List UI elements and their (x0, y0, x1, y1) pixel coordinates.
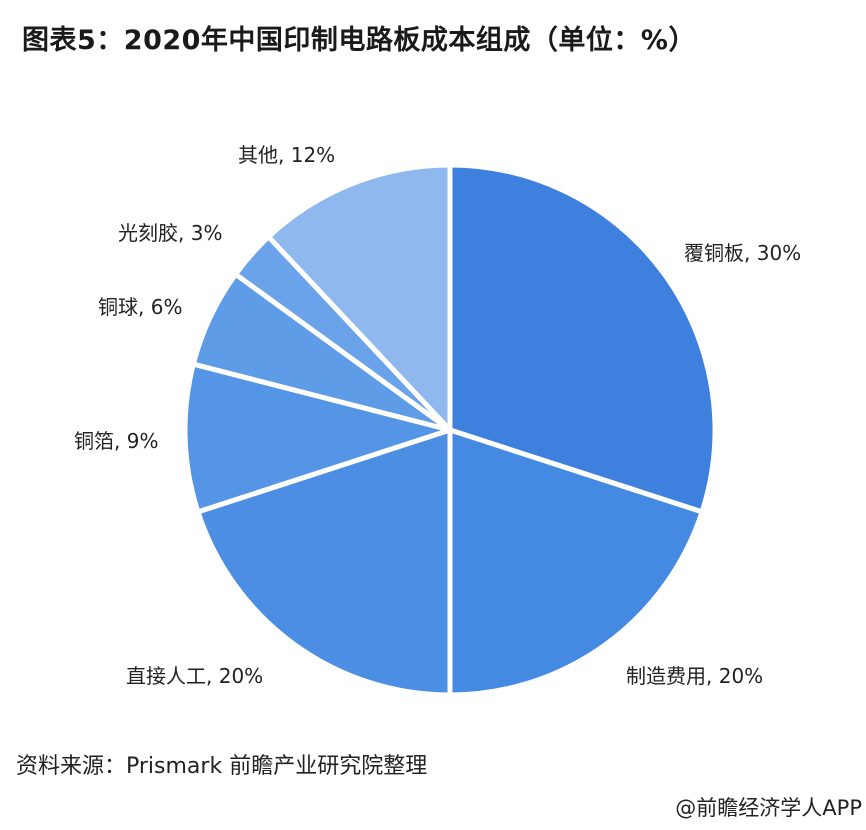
credit-note: @前瞻经济学人APP (675, 796, 862, 820)
pie-svg: 覆铜板, 30% 制造费用, 20% 直接人工, 20% 铜箔, 9% 铜球, 6% 光刻… (74, 143, 801, 698)
pie-slice-1 (447, 427, 705, 698)
pie-slice-3 (182, 361, 453, 515)
pie-label-4: 铜球, 6% (98, 295, 182, 319)
pie-label-3: 铜箔, 9% (74, 429, 158, 453)
pie-label-1: 制造费用, 20% (626, 664, 763, 688)
source-note: 资料来源：Prismark 前瞻产业研究院整理 (16, 754, 428, 779)
pie-label-5: 光刻胶, 3% (118, 221, 222, 245)
pie-label-6: 其他, 12% (238, 143, 335, 167)
pie-label-2: 直接人工, 20% (126, 664, 263, 688)
chart-title: 图表5：2020年中国印制电路板成本组成（单位：%） (22, 25, 696, 56)
pie-slice-2 (195, 427, 453, 698)
pie-slices (182, 162, 718, 698)
pie-chart: 覆铜板, 30% 制造费用, 20% 直接人工, 20% 铜箔, 9% 铜球, 6% 光刻… (0, 90, 866, 750)
pie-slice-6 (266, 162, 453, 433)
pie-slice-0 (447, 162, 718, 515)
pie-labels: 覆铜板, 30% 制造费用, 20% 直接人工, 20% 铜箔, 9% 铜球, 6% 光刻… (74, 143, 801, 688)
pie-label-0: 覆铜板, 30% (684, 241, 801, 265)
